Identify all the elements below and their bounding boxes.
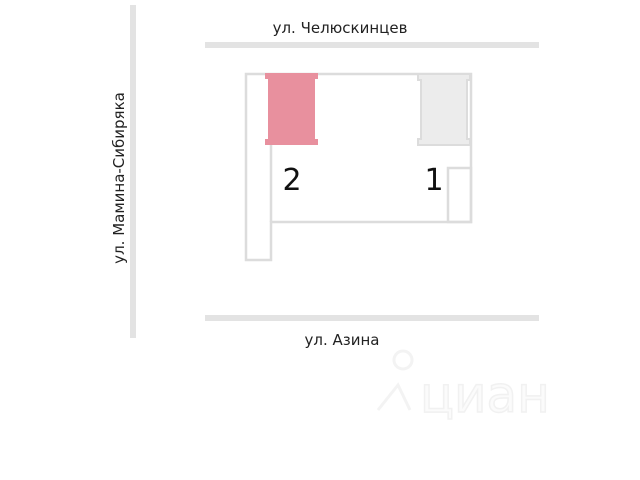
building-number-1: 1: [424, 163, 443, 198]
road-top: [205, 42, 539, 48]
street-label-top: ул. Челюскинцев: [273, 19, 408, 37]
building-number-2: 2: [282, 163, 301, 198]
building-2[interactable]: [265, 73, 318, 145]
svg-text:циан: циан: [420, 366, 550, 424]
street-label-left: ул. Мамина-Сибиряка: [110, 92, 128, 264]
street-label-bottom: ул. Азина: [305, 331, 380, 349]
building-1[interactable]: [417, 73, 471, 146]
cian-watermark-logo: циан: [376, 349, 551, 425]
road-bottom: [205, 315, 539, 321]
road-left: [130, 5, 136, 338]
